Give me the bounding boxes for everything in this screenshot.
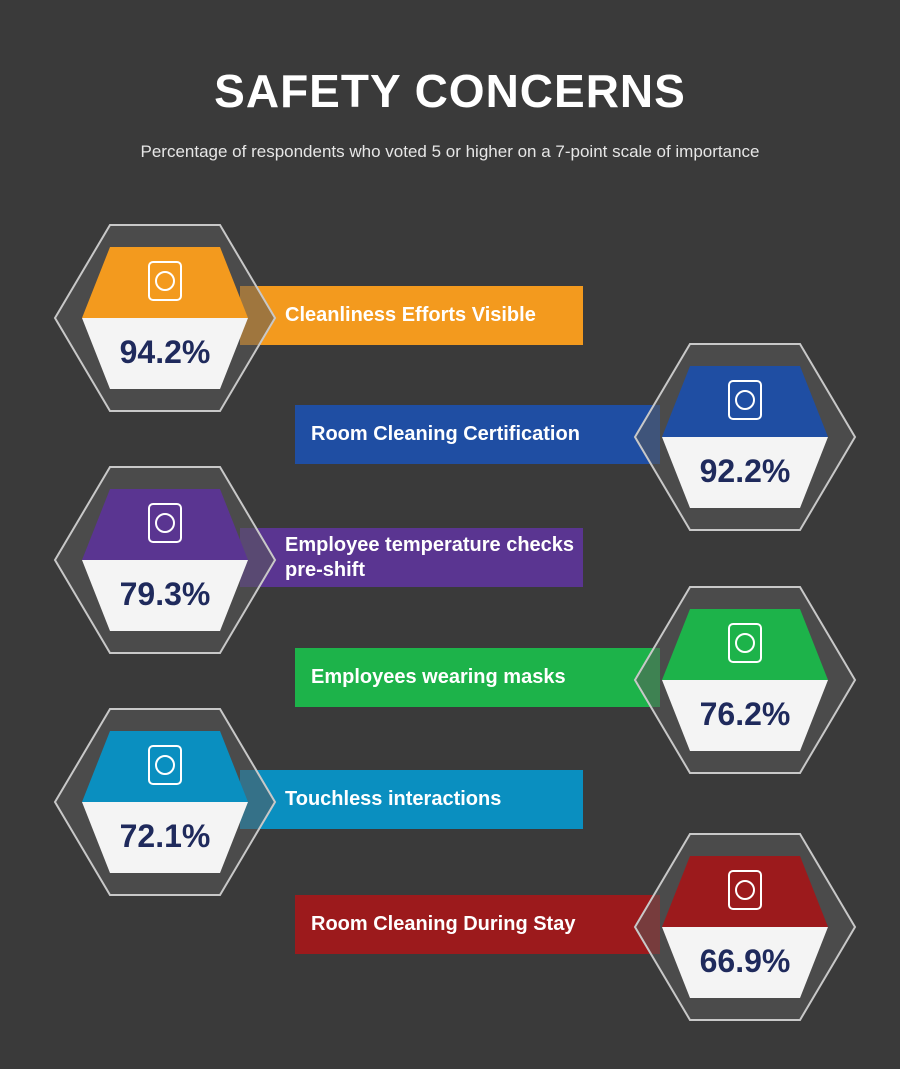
hexagon-bottom (82, 560, 248, 631)
value: 66.9% (699, 943, 791, 979)
label-bar (240, 528, 583, 587)
title: SAFETY CONCERNS (214, 65, 686, 117)
label: Room Cleaning Certification (311, 423, 580, 445)
hexagon-top (662, 366, 828, 437)
icon (728, 870, 762, 910)
icon (148, 745, 182, 785)
icon (155, 271, 175, 291)
icon (728, 623, 762, 663)
value: 79.3% (119, 576, 211, 612)
hexagon-bottom (82, 318, 248, 389)
hexagon-top (82, 247, 248, 318)
icon (155, 513, 175, 533)
label-bar (295, 895, 660, 954)
value: 94.2% (119, 334, 211, 370)
hexagon-bottom (82, 802, 248, 873)
hexagon-bottom (662, 927, 828, 998)
icon (148, 261, 182, 301)
label: Touchless interactions (285, 788, 502, 810)
icon (735, 880, 755, 900)
label-bar (295, 405, 660, 464)
icon (728, 380, 762, 420)
value: 92.2% (699, 453, 791, 489)
label-bar (295, 648, 660, 707)
icon (735, 633, 755, 653)
icon (735, 390, 755, 410)
label-bar (240, 286, 583, 345)
hexagon-bottom (662, 680, 828, 751)
label: Room Cleaning During Stay (311, 913, 576, 935)
value: 76.2% (699, 696, 791, 732)
subtitle: Percentage of respondents who voted 5 or… (140, 142, 760, 161)
value: 72.1% (119, 818, 211, 854)
hexagon-top (82, 731, 248, 802)
label: Cleanliness Efforts Visible (285, 304, 536, 326)
icon (148, 503, 182, 543)
label-bar (240, 770, 583, 829)
label: Employees wearing masks (311, 666, 566, 688)
hexagon-top (662, 856, 828, 927)
hexagon-bottom (662, 437, 828, 508)
hexagon-top (662, 609, 828, 680)
hexagon-top (82, 489, 248, 560)
icon (155, 755, 175, 775)
label: Employee temperature checks pre-shift (285, 533, 575, 581)
